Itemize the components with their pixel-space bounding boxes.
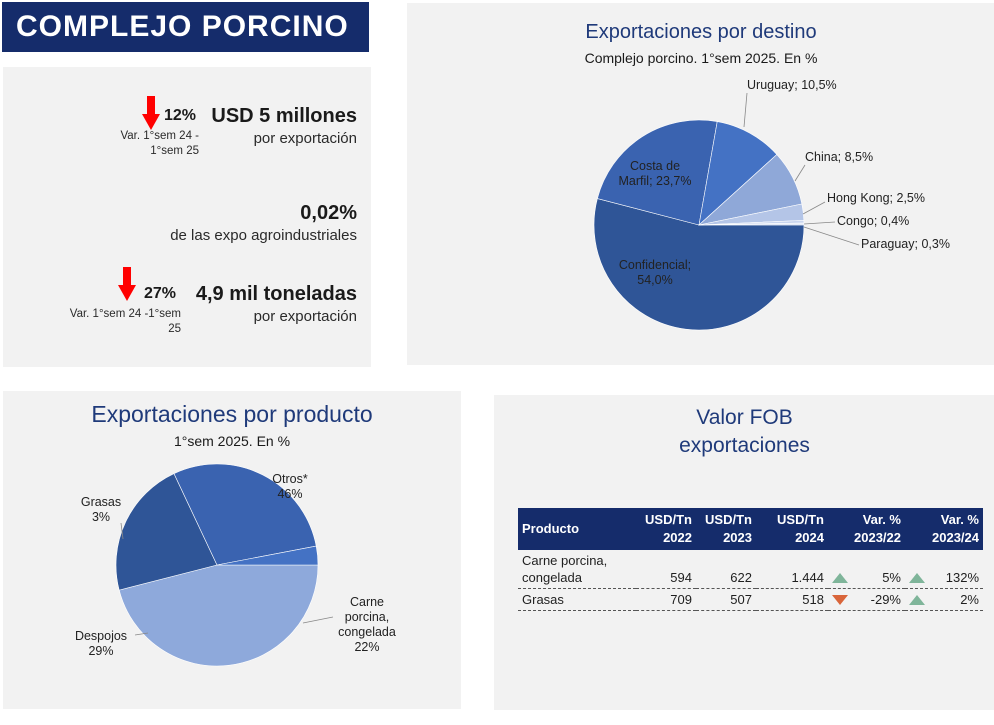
pie-slice-despojos xyxy=(173,463,317,566)
header-var-1: Var. % 2023/22 xyxy=(828,508,905,550)
table-row: Carne porcina, congelada 594 622 1.444 5… xyxy=(518,550,983,589)
leader-line-paraguay xyxy=(803,226,860,246)
leader-line-despojos xyxy=(134,632,149,636)
cell-var-2: 2% xyxy=(905,588,983,611)
destination-chart-subtitle: Complejo porcino. 1°sem 2025. En % xyxy=(584,50,818,66)
value-variation-label-line1: Var. 1°sem 24 - xyxy=(120,130,199,142)
triangle-up-icon xyxy=(909,572,925,583)
volume-variation-label-line2: 25 xyxy=(168,323,181,335)
fob-title-line2: exportaciones xyxy=(679,434,810,457)
pie-slice-confidencial xyxy=(593,198,805,331)
pie-slice-otros xyxy=(118,564,319,667)
pie-slice-carne-porcina-congelada xyxy=(115,473,218,591)
value-variation-label: Var. 1°sem 24 - 1°sem 25 xyxy=(99,129,199,159)
volume-main: 4,9 mil toneladas xyxy=(195,283,357,305)
product-pie-chart: Otros* 46% Carne porcina, congelada 22% Despoj… xyxy=(75,463,396,667)
triangle-up-icon xyxy=(909,594,925,605)
product-chart-title: Exportaciones por producto xyxy=(91,401,373,427)
share-main: 0,02% xyxy=(300,202,357,224)
product-chart-subtitle: 1°sem 2025. En % xyxy=(173,433,291,449)
volume-kpi: 4,9 mil toneladas por exportación xyxy=(196,283,357,325)
export-value-sub: por exportación xyxy=(253,130,357,147)
destination-pie-chart: Confidencial; 54,0% Costa de Marfil; 23,7% U… xyxy=(593,78,950,331)
volume-variation-pct: 27% xyxy=(144,285,177,302)
destination-chart-title: Exportaciones por destino xyxy=(585,21,817,43)
slice-label-otros: Otros* 46% xyxy=(272,472,308,501)
header-2024: USD/Tn 2024 xyxy=(756,508,828,550)
destination-chart-panel: Exportaciones por destino Complejo porci… xyxy=(407,3,994,365)
cell-product: Carne porcina, congelada xyxy=(518,550,636,589)
header-2022: USD/Tn 2022 xyxy=(636,508,696,550)
pie-slice-costa-de-marfil xyxy=(597,119,718,226)
cell-2023: 507 xyxy=(696,588,756,611)
kpi-panel: 12% Var. 1°sem 24 - 1°sem 25 USD 5 millo… xyxy=(3,67,371,367)
slice-label-congo: Congo; 0,4% xyxy=(837,214,909,228)
volume-sub: por exportación xyxy=(253,308,357,325)
pie-slice-grasas xyxy=(216,545,319,566)
slice-label-uruguay: Uruguay; 10,5% xyxy=(747,78,837,92)
slice-label-carne-porcina-congelada: Carne porcina, congelada 22% xyxy=(338,595,396,654)
leader-line-uruguay xyxy=(743,92,748,128)
cell-2022: 709 xyxy=(636,588,696,611)
value-variation-pct: 12% xyxy=(164,107,197,124)
pie-slice-paraguay xyxy=(698,222,805,226)
leader-line-carne-porcina-congelada xyxy=(302,616,334,624)
fob-title-line1: Valor FOB xyxy=(696,406,793,429)
cell-var-1: -29% xyxy=(828,588,905,611)
cell-2024: 518 xyxy=(756,588,828,611)
leader-line-grasas xyxy=(120,522,124,540)
fob-table: Producto USD/Tn 2022 USD/Tn 2023 USD/Tn 202… xyxy=(518,508,983,611)
cell-2024: 1.444 xyxy=(756,550,828,589)
header-2023: USD/Tn 2023 xyxy=(696,508,756,550)
pie-slice-uruguay xyxy=(698,121,778,226)
product-chart-panel: Exportaciones por producto 1°sem 2025. E… xyxy=(3,391,461,709)
slice-label-despojos: Despojos 29% xyxy=(75,629,127,658)
header-var-2: Var. % 2023/24 xyxy=(905,508,983,550)
cell-product: Grasas xyxy=(518,588,636,611)
header-producto: Producto xyxy=(518,508,636,550)
slice-label-paraguay: Paraguay; 0,3% xyxy=(861,237,950,251)
cell-var-2: 132% xyxy=(905,550,983,589)
slice-label-china: China; 8,5% xyxy=(805,150,873,164)
table-row: Grasas 709 507 518 -29% 2% xyxy=(518,588,983,611)
triangle-down-icon xyxy=(832,594,848,605)
volume-variation-label: Var. 1°sem 24 -1°sem 25 xyxy=(43,307,181,337)
arrow-down-icon xyxy=(118,267,136,301)
slice-label-grasas: Grasas 3% xyxy=(81,495,121,524)
fob-table-panel: Valor FOB exportaciones Producto USD/Tn 2… xyxy=(494,395,994,710)
triangle-up-icon xyxy=(832,572,848,583)
slice-label-costa-de-marfil: Costa de Marfil; 23,7% xyxy=(619,159,692,188)
share-sub: de las expo agroindustriales xyxy=(170,227,357,244)
table-header-row: Producto USD/Tn 2022 USD/Tn 2023 USD/Tn 202… xyxy=(518,508,983,550)
slice-label-confidencial: Confidencial; 54,0% xyxy=(619,258,691,287)
volume-variation-label-line1: Var. 1°sem 24 -1°sem xyxy=(69,308,181,320)
page-title: COMPLEJO PORCINO xyxy=(2,2,369,52)
cell-var-1: 5% xyxy=(828,550,905,589)
value-variation-label-line2: 1°sem 25 xyxy=(150,145,199,157)
export-value-kpi: USD 5 millones por exportación xyxy=(211,105,357,147)
share-kpi: 0,02% de las expo agroindustriales xyxy=(170,202,357,244)
cell-2022: 594 xyxy=(636,550,696,589)
leader-line-hong-kong xyxy=(802,201,826,215)
arrow-down-icon xyxy=(142,96,160,130)
export-value-main: USD 5 millones xyxy=(211,105,357,127)
leader-line-congo xyxy=(803,221,836,225)
cell-2023: 622 xyxy=(696,550,756,589)
slice-label-hong-kong: Hong Kong; 2,5% xyxy=(827,191,925,205)
leader-line-china xyxy=(794,164,806,182)
